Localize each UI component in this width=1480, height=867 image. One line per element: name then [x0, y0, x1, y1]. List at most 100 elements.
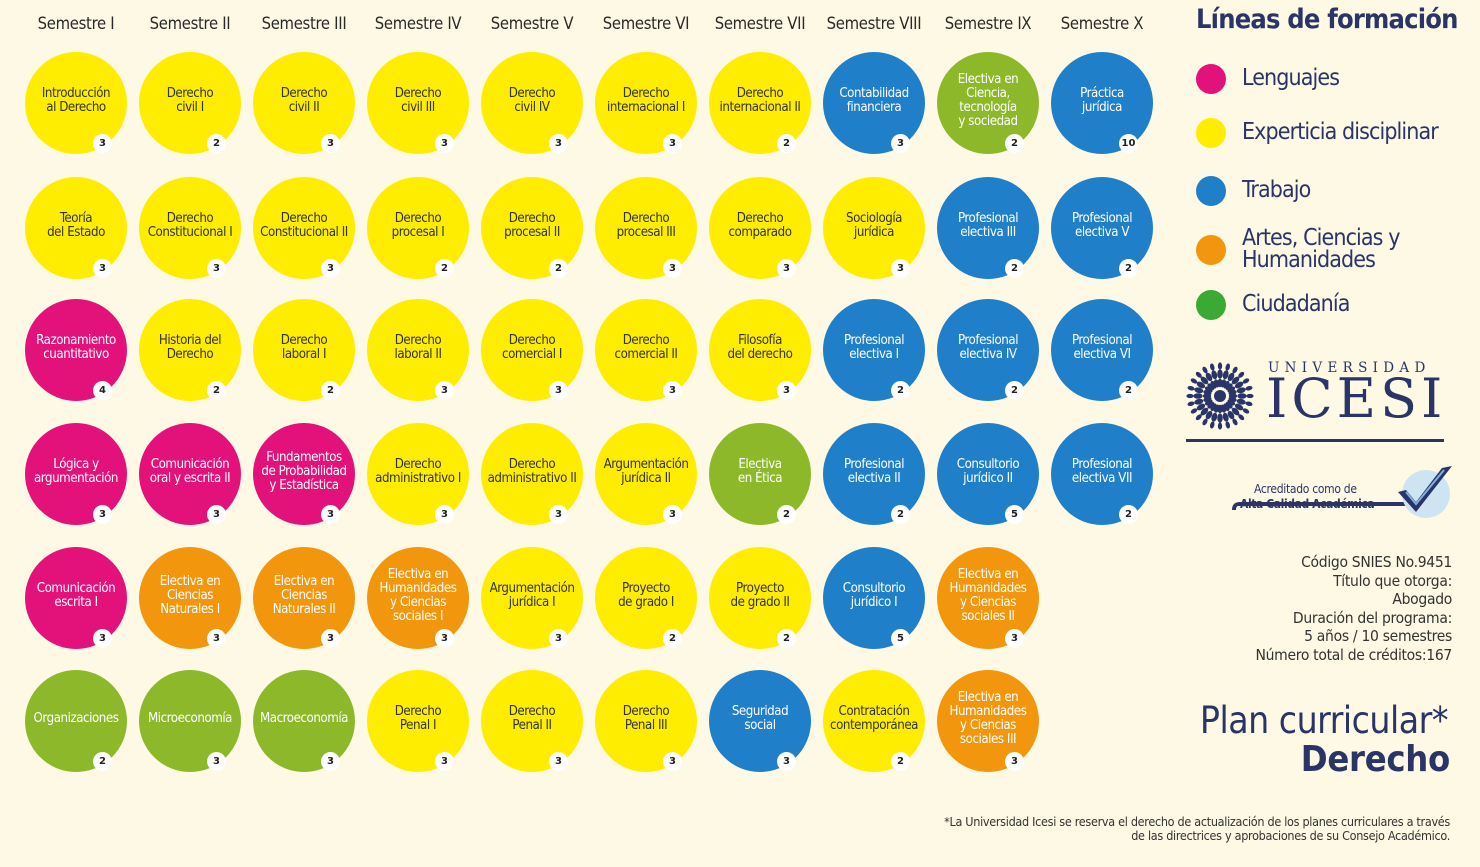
course-name: Derecho procesal III — [616, 211, 676, 240]
legend-dot — [1196, 234, 1226, 265]
course-circle: Derecho procesal I — [367, 177, 469, 279]
course-circle: Electiva en Humanidades y Ciencias socia… — [937, 547, 1039, 649]
course-circle: Consultorio jurídico II — [937, 423, 1039, 525]
legend-item: Experticia disciplinar — [1196, 118, 1439, 148]
course-name: Derecho laboral I — [280, 333, 328, 362]
course-name: Derecho Penal I — [394, 704, 442, 733]
credits-badge: 2 — [207, 381, 226, 400]
course-circle: Electiva en Humanidades y Ciencias socia… — [367, 547, 469, 649]
course-circle: Macroeconomía — [253, 670, 355, 772]
course-name: Derecho civil III — [394, 86, 442, 115]
course-name: Electiva en Humanidades y Ciencias socia… — [379, 567, 457, 624]
course-circle: Derecho civil II — [253, 52, 355, 154]
course-name: Electiva en Ciencias Naturales II — [272, 574, 336, 617]
legend-item: Ciudadanía — [1196, 290, 1350, 320]
credits-badge: 3 — [663, 259, 682, 278]
program-info: Código SNIES No.9451 Título que otorga: … — [1256, 553, 1453, 664]
credits-badge: 3 — [93, 259, 112, 278]
plan-title: Plan curricular* — [1199, 699, 1449, 742]
credits-badge: 2 — [891, 505, 910, 524]
legend-dot — [1196, 290, 1226, 320]
course-name: Proyecto de grado II — [730, 581, 790, 610]
credits-badge: 2 — [1005, 381, 1024, 400]
course-circle: Organizaciones — [25, 670, 127, 772]
course-name: Derecho civil IV — [508, 86, 556, 115]
degree-label: Título que otorga: — [1333, 571, 1452, 590]
credits-badge: 2 — [549, 259, 568, 278]
course-name: Argumentación jurídica II — [603, 457, 689, 486]
credits-badge: 3 — [663, 752, 682, 771]
legend-label: Lenguajes — [1242, 65, 1340, 92]
course-name: Electiva en Humanidades y Ciencias socia… — [949, 567, 1027, 624]
footnote: *La Universidad Icesi se reserva el dere… — [810, 815, 1450, 843]
course-name: Derecho Penal III — [622, 704, 670, 733]
credits-badge: 3 — [321, 505, 340, 524]
legend-item: Artes, Ciencias y Humanidades — [1196, 227, 1400, 272]
course-name: Derecho Penal II — [508, 704, 556, 733]
course-name: Profesional electiva V — [1071, 211, 1133, 240]
credits-badge: 3 — [1005, 752, 1024, 771]
course-name: Profesional electiva IV — [957, 333, 1019, 362]
course-circle: Lógica y argumentación — [25, 423, 127, 525]
credits-badge: 2 — [93, 752, 112, 771]
course-circle: Práctica jurídica — [1051, 52, 1153, 154]
semester-header: Semestre VII — [714, 14, 806, 33]
course-name: Seguridad social — [731, 704, 789, 733]
course-circle: Consultorio jurídico I — [823, 547, 925, 649]
course-name: Electiva en Ciencias Naturales I — [159, 574, 221, 617]
course-name: Microeconomía — [147, 711, 233, 726]
course-name: Derecho comparado — [728, 211, 792, 240]
course-name: Fundamentos de Probabilidad y Estadístic… — [261, 450, 347, 493]
semester-header: Semestre IX — [944, 14, 1032, 33]
course-name: Derecho internacional II — [719, 86, 801, 115]
credits-badge: 3 — [435, 629, 454, 648]
course-circle: Derecho administrativo II — [481, 423, 583, 525]
course-circle: Historia del Derecho — [139, 299, 241, 401]
credits-badge: 3 — [777, 259, 796, 278]
course-name: Argumentación jurídica I — [489, 581, 575, 610]
credits-badge: 3 — [549, 381, 568, 400]
course-circle: Profesional electiva III — [937, 177, 1039, 279]
course-circle: Electiva en Ciencias Naturales I — [139, 547, 241, 649]
credits-badge: 4 — [93, 381, 112, 400]
course-name: Historia del Derecho — [158, 333, 222, 362]
course-circle: Contabilidad financiera — [823, 52, 925, 154]
course-name: Derecho comercial II — [614, 333, 678, 362]
snies-code: Código SNIES No.9451 — [1301, 553, 1452, 571]
credits-badge: 3 — [663, 505, 682, 524]
credits-badge: 3 — [93, 134, 112, 153]
course-name: Derecho administrativo II — [487, 457, 577, 486]
legend-label: Trabajo — [1242, 177, 1311, 204]
course-name: Profesional electiva II — [843, 457, 905, 486]
course-circle: Derecho comercial II — [595, 299, 697, 401]
course-name: Derecho administrativo I — [375, 457, 461, 486]
credits-badge: 2 — [777, 505, 796, 524]
footnote-line-1: *La Universidad Icesi se reserva el dere… — [944, 814, 1450, 829]
course-circle: Comunicación escrita I — [25, 547, 127, 649]
course-circle: Proyecto de grado I — [595, 547, 697, 649]
total-credits: Número total de créditos:167 — [1255, 645, 1453, 664]
course-circle: Teoría del Estado — [25, 177, 127, 279]
credits-badge: 3 — [435, 752, 454, 771]
course-circle: Derecho Constitucional I — [139, 177, 241, 279]
credits-badge: 3 — [321, 629, 340, 648]
semester-header: Semestre II — [149, 14, 231, 33]
course-circle: Profesional electiva V — [1051, 177, 1153, 279]
course-name: Derecho procesal I — [391, 211, 445, 240]
accreditation-line-1: Acreditado como de — [1254, 482, 1357, 496]
credits-badge: 5 — [891, 629, 910, 648]
university-name: ICESI — [1266, 367, 1447, 430]
credits-badge: 3 — [663, 134, 682, 153]
legend-dot — [1196, 64, 1226, 94]
course-name: Macroeconomía — [259, 711, 348, 726]
course-name: Derecho internacional I — [607, 86, 685, 115]
course-name: Comunicación oral y escrita II — [149, 457, 231, 486]
credits-badge: 3 — [321, 134, 340, 153]
credits-badge: 3 — [777, 381, 796, 400]
course-name: Contabilidad financiera — [839, 86, 909, 115]
course-circle: Electiva en Ciencias Naturales II — [253, 547, 355, 649]
course-circle: Seguridad social — [709, 670, 811, 772]
course-name: Derecho civil I — [166, 86, 214, 115]
footnote-line-2: de las directrices y aprobaciones de su … — [1131, 828, 1450, 843]
course-circle: Derecho civil III — [367, 52, 469, 154]
